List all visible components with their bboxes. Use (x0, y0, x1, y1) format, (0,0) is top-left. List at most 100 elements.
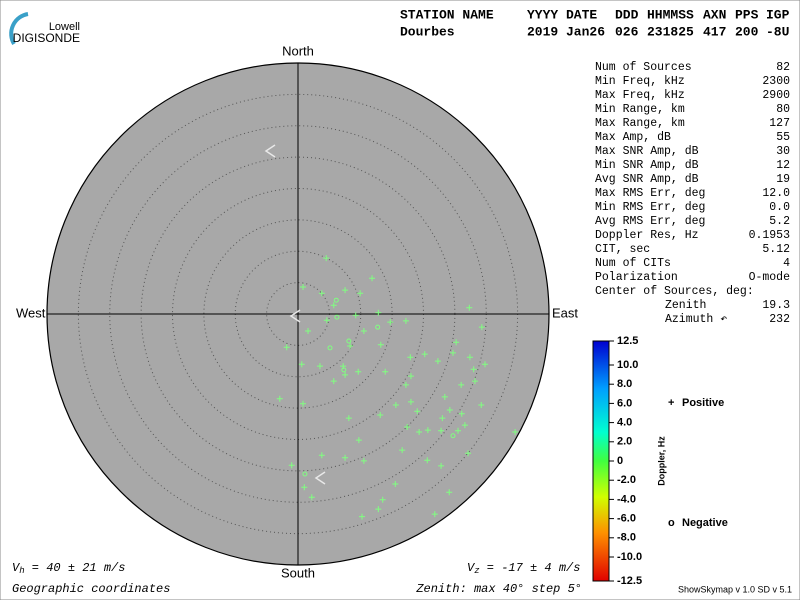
source-point (465, 450, 472, 457)
colorbar-tick-label: 6.0 (617, 397, 632, 409)
stat-label: Min Freq, kHz (595, 75, 685, 88)
source-point (402, 381, 409, 388)
logo-bottom: DIGISONDE (13, 31, 80, 45)
source-point (414, 408, 421, 415)
source-point (346, 338, 352, 344)
source-point (342, 454, 349, 461)
source-point (438, 427, 445, 434)
source-point (424, 457, 431, 464)
stat-value: 82 (776, 61, 790, 74)
source-point (431, 511, 438, 518)
source-point (355, 437, 362, 444)
stat-value: 5.2 (769, 215, 790, 228)
stat-value: 232 (769, 313, 790, 326)
velocity-arrow (289, 309, 301, 323)
stat-value: 127 (769, 117, 790, 130)
source-point (342, 287, 349, 294)
colorbar-tick-label: 12.5 (617, 335, 638, 347)
colorbar (592, 340, 610, 582)
stat-value: 4 (783, 257, 790, 270)
source-point (375, 506, 382, 513)
colorbar-tick-label: -2.0 (617, 474, 636, 486)
source-point (359, 513, 366, 520)
source-point (276, 395, 283, 402)
east-label: East (552, 305, 578, 320)
header-label: DDD (615, 7, 639, 22)
stat-label: Avg SNR Amp, dB (595, 173, 699, 186)
header-value: 026 (615, 24, 639, 39)
vz: Vz = -17 ± 4 m/s (467, 561, 580, 576)
source-point (369, 275, 376, 282)
stat-label: Max SNR Amp, dB (595, 145, 699, 158)
source-point (421, 351, 428, 358)
source-point (300, 400, 307, 407)
colorbar-tick-label: 0 (617, 455, 623, 467)
stat-label: Num of CITs (595, 257, 671, 270)
source-point (347, 343, 354, 350)
stat-value: 19.3 (762, 299, 790, 312)
source-point (438, 462, 445, 469)
header-value: 231825 (647, 24, 694, 39)
stat-value: O-mode (749, 271, 791, 284)
source-point (455, 427, 462, 434)
stat-label: Min SNR Amp, dB (595, 159, 699, 172)
source-point (478, 324, 485, 331)
source-point (316, 363, 323, 370)
colorbar-tick-label: 2.0 (617, 436, 632, 448)
source-point (416, 428, 423, 435)
stat-value: 5.12 (762, 243, 790, 256)
source-point (392, 481, 399, 488)
source-point (283, 344, 290, 351)
colorbar-tick-label: -10.0 (617, 551, 642, 563)
source-point (471, 378, 478, 385)
north-label: North (282, 43, 314, 58)
source-point (298, 361, 305, 368)
header-value: -8U (766, 24, 789, 39)
source-point (458, 381, 465, 388)
source-point (466, 304, 473, 311)
header-value: 200 (735, 24, 759, 39)
source-point (377, 412, 384, 419)
source-point (308, 494, 315, 501)
colorbar-tick-label: -8.0 (617, 532, 636, 544)
source-point (360, 457, 367, 464)
source-point (345, 415, 352, 422)
stat-label: Num of Sources (595, 61, 692, 74)
colorbar-tick-label: 10.0 (617, 359, 638, 371)
header-label: YYYY DATE (527, 7, 597, 22)
source-point (352, 312, 359, 319)
header-label: IGP (766, 7, 790, 22)
header-value: 417 (703, 24, 726, 39)
source-point (323, 317, 330, 324)
source-point (288, 462, 295, 469)
source-point (407, 398, 414, 405)
source-point (355, 368, 362, 375)
velocity-arrow (264, 144, 276, 158)
zenith-info: Zenith: max 40° step 5° (415, 582, 582, 596)
source-point (450, 433, 456, 439)
coords: Geographic coordinates (12, 582, 170, 596)
source-point (333, 297, 339, 303)
vh: Vh = 40 ± 21 m/s (12, 561, 125, 576)
source-point (375, 324, 381, 330)
legend-label: Negative (682, 517, 728, 529)
source-point (387, 319, 394, 326)
source-point (407, 354, 414, 361)
source-point (441, 393, 448, 400)
source-point (434, 358, 441, 365)
stat-label: Min Range, km (595, 103, 685, 116)
stat-value: 2900 (762, 89, 790, 102)
stat-label: Azimuth ↶ (665, 313, 727, 326)
source-point (478, 401, 485, 408)
source-point (446, 407, 453, 414)
stat-value: 30 (776, 145, 790, 158)
source-point (330, 378, 337, 385)
stat-label: Doppler Res, Hz (595, 229, 699, 242)
source-point (453, 339, 460, 346)
south-label: South (281, 565, 315, 580)
source-point (399, 447, 406, 454)
colorbar-tick-label: -12.5 (617, 575, 642, 587)
source-point (318, 290, 325, 297)
stat-value: 2300 (762, 75, 790, 88)
